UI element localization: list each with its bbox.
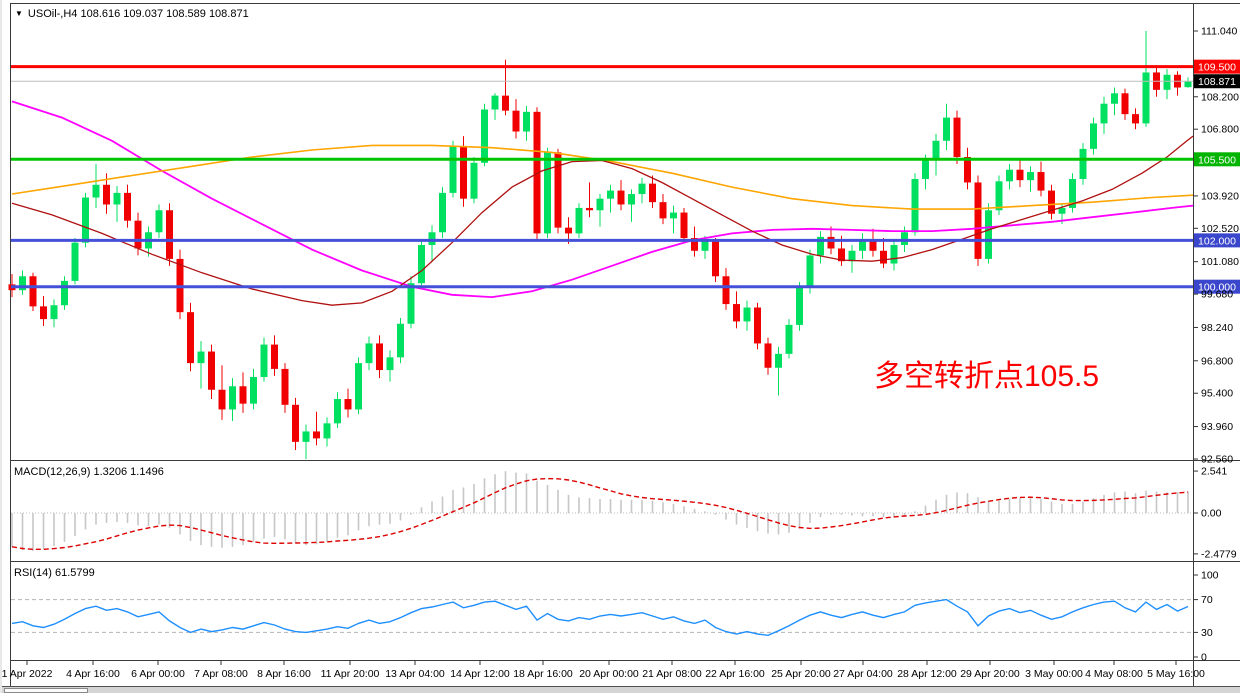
time-axis-scale[interactable]	[11, 661, 1193, 685]
macd-label: MACD(12,26,9) 1.3206 1.1496	[14, 466, 164, 478]
axis-separator	[1193, 3, 1194, 686]
price-axis-scale[interactable]	[1193, 3, 1240, 686]
rsi-indicator-area[interactable]	[11, 562, 1193, 660]
macd-rsi-divider	[10, 561, 1240, 562]
symbol-dropdown-icon[interactable]: ▼	[15, 9, 23, 18]
macd-indicator-area[interactable]	[11, 461, 1193, 560]
left-border	[10, 3, 11, 686]
horizontal-scrollbar[interactable]	[2, 686, 1240, 693]
price-macd-divider	[10, 460, 1240, 461]
symbol-ohlc-title: USOil-,H4 108.616 109.037 108.589 108.87…	[27, 8, 249, 20]
rsi-label: RSI(14) 61.5799	[14, 567, 95, 579]
chart-annotation-text: 多空转折点105.5	[874, 360, 1100, 393]
scrollbar-thumb[interactable]	[4, 688, 88, 693]
top-border	[10, 3, 1240, 4]
chart-title-row: ▼ USOil-,H4 108.616 109.037 108.589 108.8…	[15, 8, 249, 20]
rsi-timeaxis-divider	[10, 660, 1240, 661]
